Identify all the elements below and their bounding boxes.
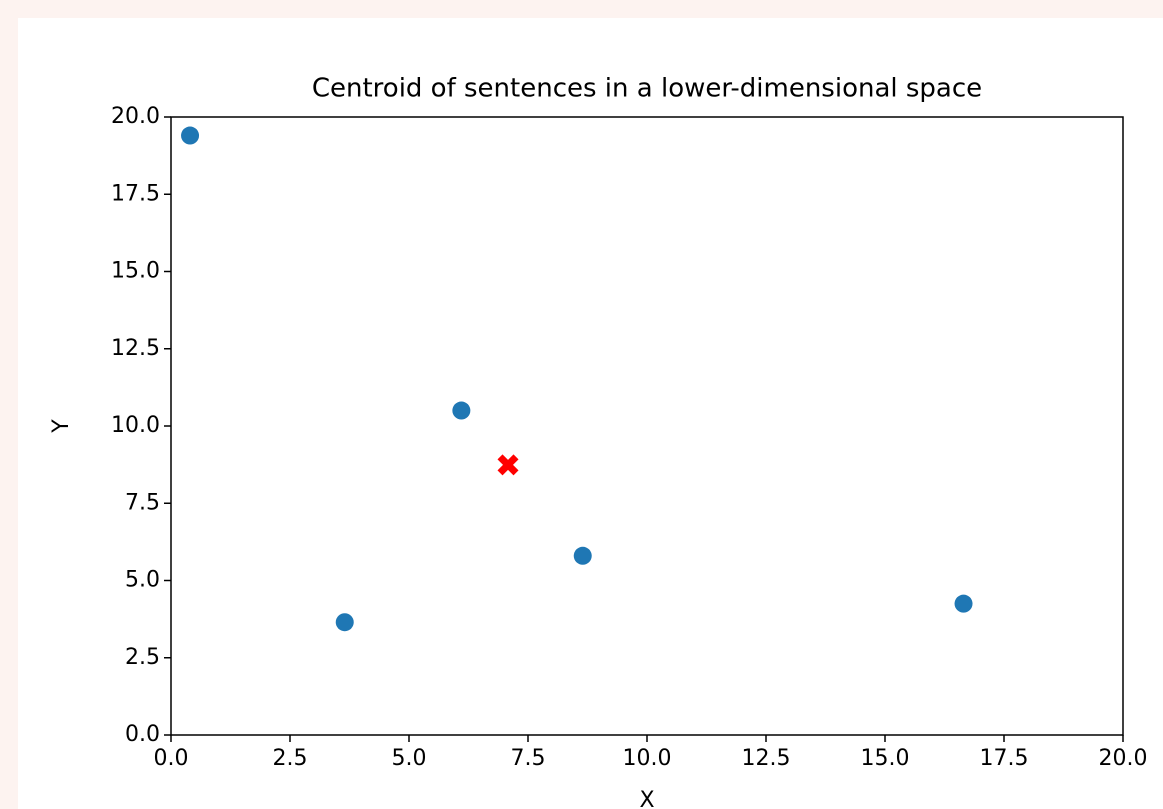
x-tick-label: 15.0 <box>861 746 910 771</box>
y-tick-label: 2.5 <box>125 645 160 670</box>
y-tick-label: 20.0 <box>111 104 160 129</box>
x-tick-label: 12.5 <box>742 746 791 771</box>
y-tick-label: 0.0 <box>125 722 160 747</box>
point <box>181 126 200 145</box>
x-tick-label: 10.0 <box>623 746 672 771</box>
y-tick-label: 7.5 <box>125 490 160 515</box>
x-tick-label: 20.0 <box>1099 746 1148 771</box>
y-tick-label: 17.5 <box>111 181 160 206</box>
x-tick-label: 17.5 <box>980 746 1029 771</box>
x-tick-label: 7.5 <box>511 746 546 771</box>
x-axis-label: X <box>639 788 654 809</box>
centroid-marker <box>497 454 519 476</box>
chart-title: Centroid of sentences in a lower-dimensi… <box>312 74 982 104</box>
point <box>452 401 471 420</box>
y-tick-label: 10.0 <box>111 413 160 438</box>
panel <box>18 18 1163 809</box>
y-axis-label: Y <box>49 419 74 434</box>
point <box>335 613 354 632</box>
y-tick-label: 5.0 <box>125 568 160 593</box>
x-tick-label: 5.0 <box>392 746 427 771</box>
point <box>954 594 973 613</box>
x-tick-label: 0.0 <box>154 746 189 771</box>
point <box>573 546 592 565</box>
x-tick-label: 2.5 <box>273 746 308 771</box>
y-tick-label: 12.5 <box>111 336 160 361</box>
y-tick-label: 15.0 <box>111 259 160 284</box>
